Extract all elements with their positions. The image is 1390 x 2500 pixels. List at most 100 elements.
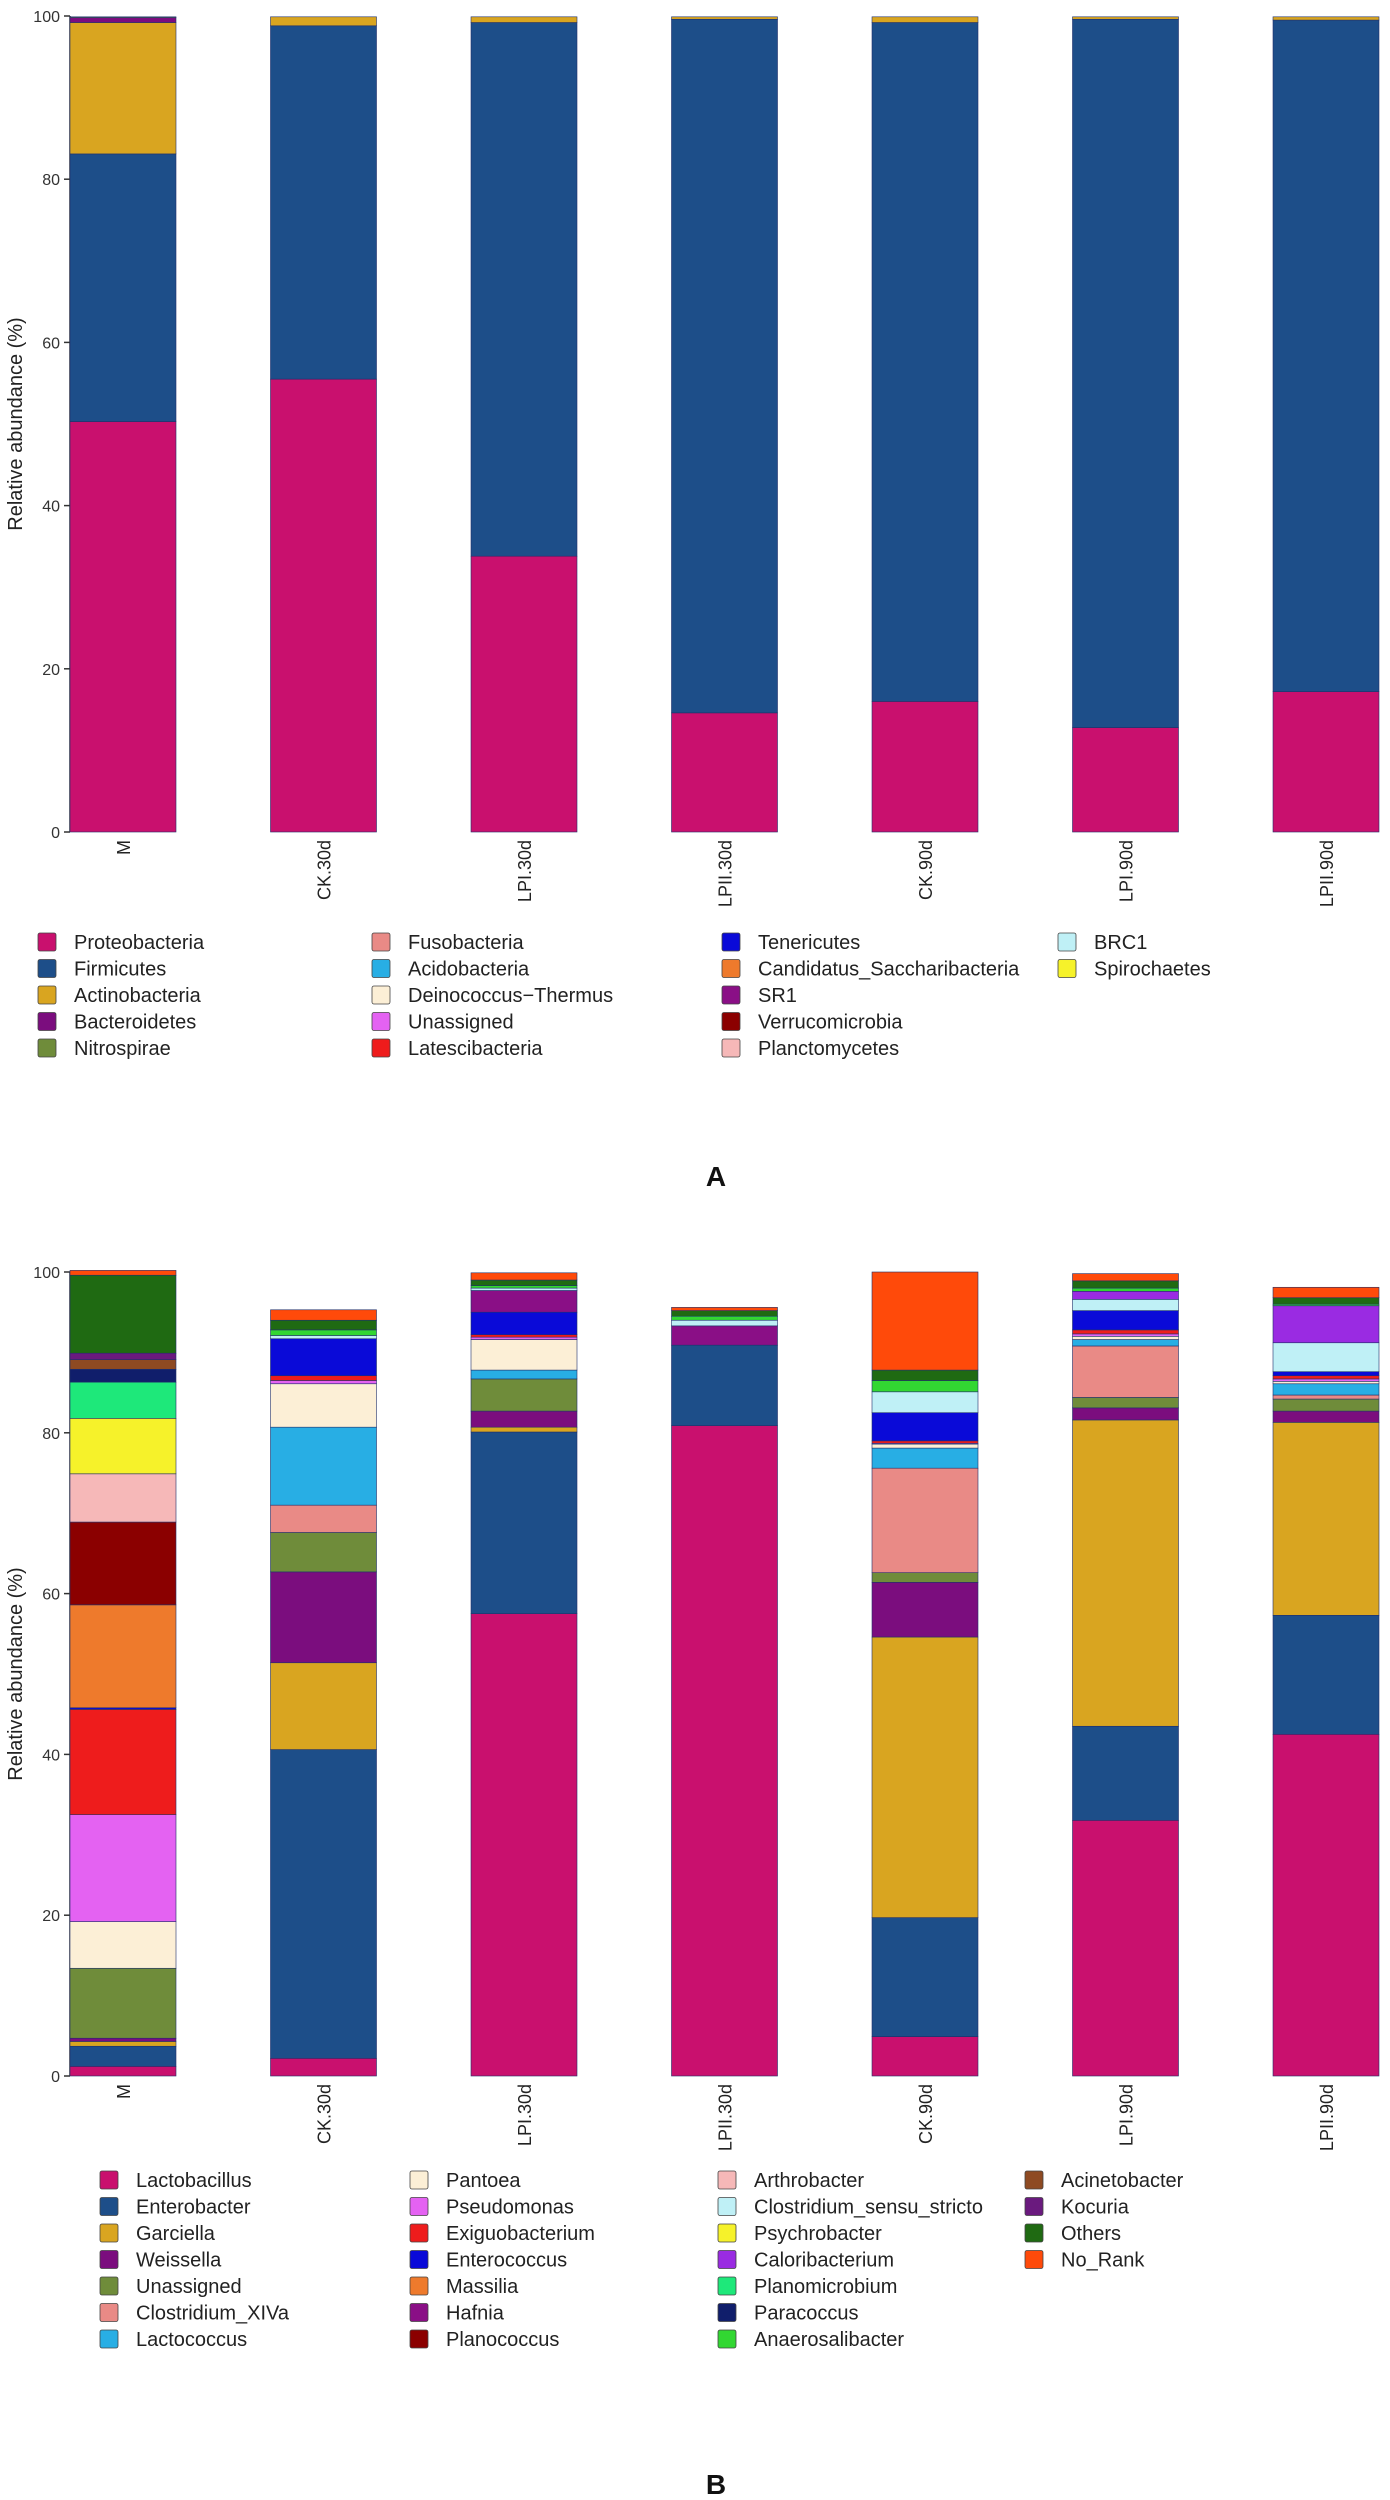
bar-segment — [1272, 1398, 1380, 1412]
legend-label: Deinococcus−Thermus — [408, 985, 613, 1007]
legend-label: Massilia — [446, 2276, 519, 2298]
bar-segment — [871, 16, 979, 23]
legend-label: Clostridium_XIVa — [136, 2303, 290, 2325]
legend-swatch — [99, 2197, 119, 2216]
bar-segment — [1072, 1273, 1179, 1282]
x-tick-label: LPI.90d — [1117, 2084, 1137, 2146]
bar-segment — [270, 1504, 377, 1533]
legend-label: BRC1 — [1094, 932, 1147, 954]
x-tick-label: M — [114, 2084, 134, 2099]
legend-label: Planctomycetes — [758, 1038, 899, 1060]
legend-item: Exiguobacterium — [409, 2223, 595, 2245]
legend-item: Clostridium_XIVa — [99, 2303, 290, 2325]
legend-swatch — [371, 959, 391, 978]
bar-segment — [270, 1319, 377, 1331]
y-axis-label: Relative abundance (%) — [5, 1567, 27, 1780]
legend-item: Fusobacteria — [371, 932, 524, 954]
bar-segment — [270, 1383, 377, 1428]
bar-segment — [470, 1334, 578, 1338]
bar-segment — [470, 1339, 578, 1371]
bar-segment — [470, 1426, 578, 1433]
legend-item: Planococcus — [409, 2329, 559, 2351]
panel-label: A — [706, 1161, 726, 1192]
legend-label: Caloribacterium — [754, 2250, 894, 2272]
bar-segment — [270, 378, 377, 833]
bar-segment — [69, 2045, 177, 2067]
bar-segment — [69, 2041, 177, 2047]
bar-segment — [1072, 1336, 1179, 1340]
bar-segment — [671, 16, 778, 20]
legend-swatch — [371, 932, 391, 952]
bar-stack — [1272, 16, 1380, 833]
x-tick-label: M — [114, 840, 134, 855]
panel-label: B — [706, 2469, 726, 2500]
legend-item: SR1 — [721, 985, 797, 1007]
legend-item: Others — [1024, 2223, 1121, 2245]
legend-item: Weissella — [99, 2250, 222, 2272]
bar-segment — [270, 1338, 377, 1377]
legend-swatch — [409, 2223, 429, 2243]
bar-segment — [470, 1613, 578, 2077]
bar-segment — [1272, 1371, 1380, 1377]
bar-segment — [1272, 1342, 1380, 1372]
legend-label: Others — [1061, 2223, 1121, 2245]
legend-swatch — [409, 2170, 429, 2190]
legend-swatch — [37, 1038, 57, 1058]
bar-segment — [1272, 1297, 1380, 1305]
legend-label: Latescibacteria — [408, 1038, 543, 1060]
bar-segment — [470, 1290, 578, 1313]
legend-item: Clostridium_sensu_stricto — [717, 2197, 983, 2219]
y-tick-label: 0 — [51, 2069, 60, 2086]
legend-label: Clostridium_sensu_stricto — [754, 2197, 983, 2219]
legend-item: Planctomycetes — [721, 1038, 899, 1060]
x-tick-label: LPI.90d — [1117, 840, 1137, 902]
legend-item: Unassigned — [99, 2276, 242, 2298]
legend-item: Firmicutes — [37, 959, 166, 981]
bar-segment — [871, 1447, 979, 1469]
bar-segment — [1272, 1615, 1380, 1735]
bar-segment — [69, 1521, 177, 1606]
legend-label: Garciella — [136, 2223, 216, 2245]
legend-label: Arthrobacter — [754, 2170, 864, 2192]
legend-label: Kocuria — [1061, 2197, 1130, 2219]
legend-swatch — [37, 1012, 57, 1031]
legend-label: Weissella — [136, 2250, 222, 2272]
bar-segment — [470, 1369, 578, 1380]
legend-item: Nitrospirae — [37, 1038, 171, 1060]
bar-segment — [270, 1571, 377, 1664]
legend-swatch — [717, 2170, 737, 2190]
bar-segment — [470, 1272, 578, 1281]
bar-segment — [69, 1274, 177, 1354]
bar-segment — [470, 22, 578, 557]
bar-stack — [470, 16, 578, 833]
y-tick-label: 80 — [42, 172, 60, 189]
legend-swatch — [717, 2250, 737, 2269]
legend-swatch — [1024, 2250, 1044, 2269]
legend-item: Anaerosalibacter — [717, 2329, 904, 2351]
legend-item: Hafnia — [409, 2303, 505, 2325]
bar-segment — [270, 2058, 377, 2077]
bar-segment — [470, 1336, 578, 1340]
y-axis-label: Relative abundance (%) — [5, 317, 27, 530]
legend-item: Pantoea — [409, 2170, 521, 2192]
bar-segment — [69, 2066, 177, 2077]
legend-swatch — [99, 2250, 119, 2269]
bar-segment — [1072, 1397, 1179, 1409]
legend-item: Enterococcus — [409, 2250, 567, 2272]
bar-segment — [1272, 691, 1380, 833]
bar-segment — [871, 1271, 979, 1371]
legend-item: Garciella — [99, 2223, 216, 2245]
bar-segment — [470, 1285, 578, 1289]
bar-segment — [1272, 1410, 1380, 1423]
y-tick-label: 60 — [42, 1587, 60, 1604]
legend-item: Planomicrobium — [717, 2276, 897, 2298]
bar-segment — [1272, 19, 1380, 692]
legend-swatch — [371, 1012, 391, 1031]
legend-swatch — [717, 2276, 737, 2296]
y-tick-label: 80 — [42, 1426, 60, 1443]
legend-swatch — [99, 2276, 119, 2296]
x-tick-label: LPII.90d — [1317, 840, 1337, 907]
bar-segment — [1072, 18, 1179, 728]
bar-segment — [1272, 1734, 1380, 2077]
legend-swatch — [721, 1038, 741, 1058]
